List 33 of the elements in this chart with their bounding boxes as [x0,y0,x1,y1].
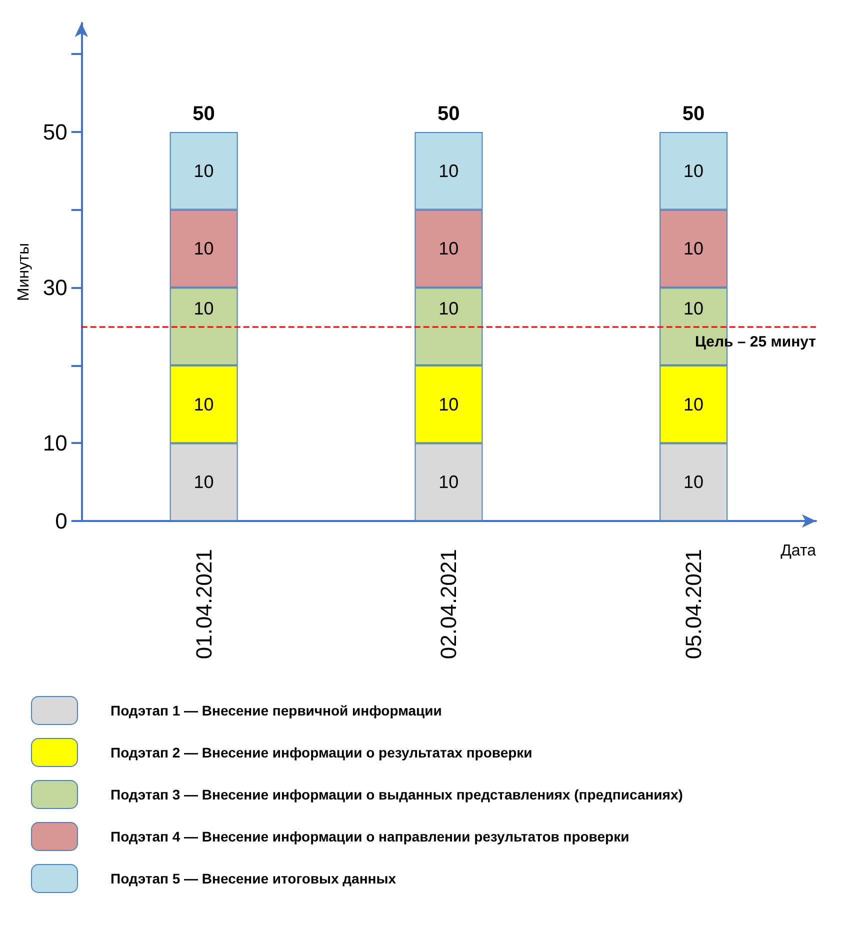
x-tick-label: 01.04.2021 [191,549,216,660]
data-label: 10 [684,472,704,492]
data-label: 10 [438,394,459,414]
total-label: 50 [438,102,460,125]
y-tick-label: 10 [42,430,68,456]
data-label: 10 [438,298,459,318]
y-tick-label: 30 [42,275,68,300]
x-axis-title: Дата [780,542,816,560]
legend-label: Подэтап 5 — Внесение итоговых данных [110,870,396,886]
data-label: 10 [684,298,704,318]
x-tick-label: 02.04.2021 [436,549,462,660]
data-label: 10 [194,298,214,318]
legend-label: Подэтап 3 — Внесение информации о выданных представлениях (предписаниях) [110,786,683,802]
x-tick-label: 05.04.2021 [681,549,706,660]
ref-line-label: Цель – 25 минут [694,333,816,350]
data-label: 10 [194,238,214,259]
data-label: 10 [438,472,459,492]
legend-label: Подэтап 2 — Внесение информации о результатах проверки [110,744,532,760]
data-label: 10 [684,238,704,259]
data-label: 10 [194,394,214,414]
data-label: 10 [438,160,459,181]
legend-label: Подэтап 1 — Внесение первичной информации [110,702,442,718]
y-tick-label: 0 [55,508,68,534]
y-axis-title: Минуты [16,243,32,301]
legend-label: Подэтап 4 — Внесение информации о направлении результатов проверки [110,828,630,844]
data-label: 10 [438,238,459,259]
data-label: 10 [684,160,704,181]
total-label: 50 [682,102,705,125]
y-tick-label: 50 [42,119,68,144]
data-label: 10 [194,160,214,181]
data-label: 10 [194,472,214,492]
total-label: 50 [192,102,215,125]
data-label: 10 [684,394,704,414]
